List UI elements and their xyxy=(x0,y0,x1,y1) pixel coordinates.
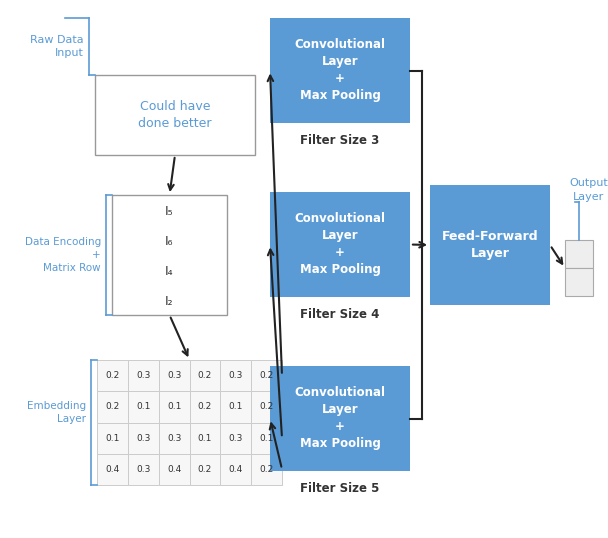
Bar xyxy=(220,422,251,454)
Text: Filter Size 4: Filter Size 4 xyxy=(300,308,379,321)
Text: Could have
done better: Could have done better xyxy=(138,100,212,130)
Bar xyxy=(220,454,251,485)
Bar xyxy=(251,391,282,422)
Text: 0.2: 0.2 xyxy=(105,402,120,412)
Bar xyxy=(220,360,251,391)
Text: 0.2: 0.2 xyxy=(260,465,274,474)
Text: I₂: I₂ xyxy=(165,295,174,308)
Text: 0.4: 0.4 xyxy=(229,465,243,474)
Text: I₆: I₆ xyxy=(165,235,174,248)
Bar xyxy=(159,454,190,485)
Text: 0.1: 0.1 xyxy=(229,402,243,412)
Bar xyxy=(270,192,410,297)
Text: Raw Data
Input: Raw Data Input xyxy=(30,35,84,58)
Text: 0.4: 0.4 xyxy=(105,465,120,474)
Text: Embedding
Layer: Embedding Layer xyxy=(27,401,86,424)
Bar xyxy=(190,422,220,454)
Bar xyxy=(128,454,159,485)
Text: 0.3: 0.3 xyxy=(167,371,181,380)
Text: 0.2: 0.2 xyxy=(198,402,212,412)
Bar xyxy=(251,422,282,454)
Bar xyxy=(251,360,282,391)
Text: Data Encoding
+
Matrix Row: Data Encoding + Matrix Row xyxy=(25,237,101,273)
Bar xyxy=(95,75,255,155)
Bar xyxy=(97,422,128,454)
Text: 0.1: 0.1 xyxy=(136,402,150,412)
Text: 0.2: 0.2 xyxy=(260,371,274,380)
Text: 0.3: 0.3 xyxy=(136,465,150,474)
Text: 0.3: 0.3 xyxy=(136,371,150,380)
Text: 0.2: 0.2 xyxy=(198,465,212,474)
Text: Output
Layer: Output Layer xyxy=(570,179,608,202)
Text: 0.3: 0.3 xyxy=(136,434,150,443)
Bar xyxy=(159,391,190,422)
Text: Filter Size 5: Filter Size 5 xyxy=(300,482,379,494)
Bar xyxy=(112,195,227,315)
Bar xyxy=(565,268,593,296)
Bar xyxy=(190,454,220,485)
Bar xyxy=(97,360,128,391)
Text: 0.2: 0.2 xyxy=(105,371,120,380)
Text: Convolutional
Layer
+
Max Pooling: Convolutional Layer + Max Pooling xyxy=(294,213,385,277)
Bar xyxy=(97,391,128,422)
Text: Filter Size 3: Filter Size 3 xyxy=(300,133,379,146)
Text: 0.4: 0.4 xyxy=(167,465,181,474)
Bar xyxy=(270,366,410,471)
Text: 0.1: 0.1 xyxy=(198,434,212,443)
Text: I₄: I₄ xyxy=(165,265,174,278)
Bar xyxy=(565,240,593,268)
Text: Feed-Forward
Layer: Feed-Forward Layer xyxy=(441,230,538,260)
Text: Convolutional
Layer
+
Max Pooling: Convolutional Layer + Max Pooling xyxy=(294,386,385,450)
Bar xyxy=(270,18,410,123)
Text: 0.1: 0.1 xyxy=(105,434,120,443)
Bar xyxy=(251,454,282,485)
Text: Convolutional
Layer
+
Max Pooling: Convolutional Layer + Max Pooling xyxy=(294,39,385,103)
Text: I₅: I₅ xyxy=(165,205,174,218)
Bar xyxy=(190,391,220,422)
Bar xyxy=(430,185,550,305)
Text: 0.3: 0.3 xyxy=(229,371,243,380)
Text: 0.2: 0.2 xyxy=(260,402,274,412)
Text: 0.3: 0.3 xyxy=(167,434,181,443)
Bar xyxy=(159,360,190,391)
Bar xyxy=(128,391,159,422)
Bar xyxy=(128,360,159,391)
Bar xyxy=(97,454,128,485)
Text: 0.1: 0.1 xyxy=(260,434,274,443)
Text: 0.2: 0.2 xyxy=(198,371,212,380)
Bar xyxy=(220,391,251,422)
Bar xyxy=(190,360,220,391)
Bar xyxy=(159,422,190,454)
Text: 0.1: 0.1 xyxy=(167,402,181,412)
Bar xyxy=(128,422,159,454)
Text: 0.3: 0.3 xyxy=(229,434,243,443)
